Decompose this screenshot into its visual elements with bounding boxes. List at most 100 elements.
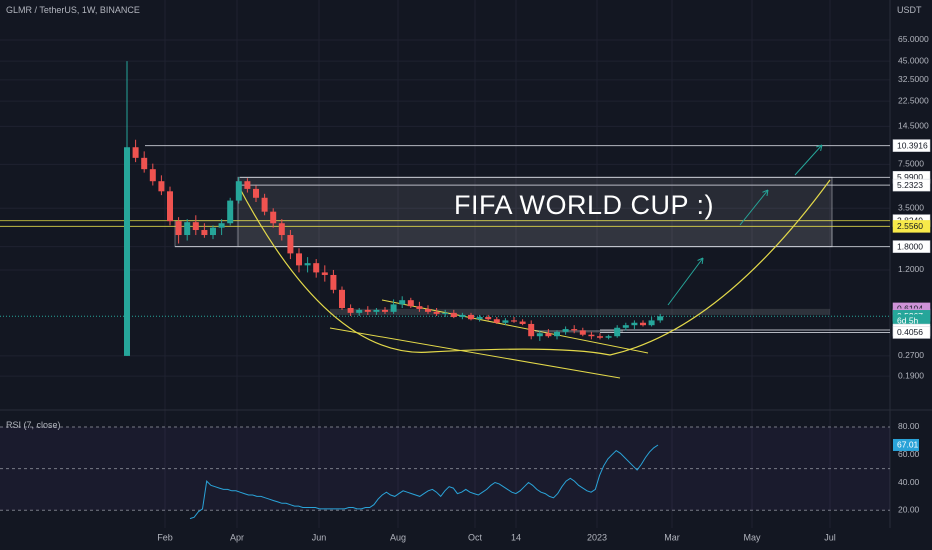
price-tick-label: 14.5000 (898, 121, 929, 131)
chart-annotation: FIFA WORLD CUP :) (454, 190, 715, 220)
price-label: 0.4056 (897, 327, 923, 337)
candle-body (201, 230, 208, 236)
price-tick-label: 45.0000 (898, 55, 929, 65)
target-arrowhead (762, 189, 769, 196)
horizontal-levels (0, 145, 890, 333)
trend-drawings (237, 144, 831, 379)
candle-body (356, 309, 363, 313)
candle-body (536, 333, 543, 337)
price-tick-label: 3.5000 (898, 203, 924, 213)
candle-body (450, 312, 457, 318)
candle-body (192, 222, 199, 231)
support-resistance-zones (174, 176, 833, 315)
candle-body (158, 181, 165, 192)
resistance-zone (237, 176, 833, 248)
currency-label: USDT (897, 5, 922, 15)
rsi-value-label: 67.01 (897, 440, 919, 450)
candle-body (511, 320, 517, 322)
candle-body (373, 309, 380, 312)
rsi-tick-label: 40.00 (898, 477, 920, 487)
candle-body (476, 317, 483, 320)
price-label: 5.9900 (897, 172, 923, 182)
candle-body (657, 316, 664, 321)
candle-body (235, 181, 242, 201)
bottom-range-box (535, 330, 623, 333)
candle-body (614, 327, 621, 337)
candle-body (244, 181, 251, 189)
candle-body (640, 322, 646, 326)
rsi-tick-label: 80.00 (898, 421, 920, 431)
rsi-line (189, 444, 659, 520)
candle-body (493, 319, 500, 323)
price-label-box (892, 220, 931, 233)
candle-body (459, 314, 466, 318)
candle-body (253, 188, 259, 198)
target-arrowhead (697, 257, 704, 265)
candle-body (339, 289, 345, 308)
candle-body (407, 300, 414, 307)
rsi-line-path (189, 444, 659, 520)
candle-body (330, 274, 337, 290)
candle-body (175, 221, 182, 236)
candle-body (519, 321, 526, 324)
price-label-box (892, 139, 931, 152)
candle-body (321, 272, 328, 275)
time-tick-label: Mar (664, 532, 680, 542)
neckline-zone (330, 308, 830, 315)
price-label: 2.5560 (897, 221, 923, 231)
rsi-tick-label: 20.00 (898, 505, 920, 515)
price-label-box (892, 178, 931, 192)
rsi-band (0, 426, 890, 511)
candle-body (261, 197, 268, 212)
candle-body (554, 331, 560, 337)
candle-body (278, 223, 285, 236)
candle-body (141, 157, 148, 170)
candle-body (210, 227, 216, 236)
candle-body (433, 311, 440, 314)
time-tick-label: 2023 (587, 532, 607, 542)
price-tick-label: 32.5000 (898, 74, 929, 84)
rsi-tick-label: 60.00 (898, 449, 920, 459)
price-label-box (892, 326, 931, 339)
candle-body (382, 309, 388, 312)
candle-body (502, 320, 509, 323)
candle-body (597, 336, 603, 338)
candle-body (296, 253, 302, 266)
price-label: 5.2323 (897, 180, 923, 190)
candle-body (588, 334, 595, 337)
price-tick-label: 1.2000 (898, 264, 924, 274)
candle-body (347, 307, 354, 313)
time-tick-label: Oct (468, 532, 483, 542)
candle-body (390, 304, 397, 312)
candle-body (545, 333, 552, 337)
candle-body (562, 329, 569, 332)
price-tick-label: 7.5000 (898, 159, 924, 169)
time-tick-label: Jul (824, 532, 836, 542)
price-axis[interactable]: 65.0000 45.0000 32.5000 22.5000 14.5000 7.500… (892, 34, 931, 515)
candle-body (287, 235, 294, 254)
candle-body (485, 317, 492, 320)
candle-body (579, 330, 586, 335)
candle-body (184, 222, 191, 236)
candle-body (227, 200, 234, 224)
symbol-title[interactable]: GLMR / TetherUS, 1W, BINANCE (6, 5, 140, 15)
target-arrow (739, 189, 769, 226)
price-tick-label: 0.2700 (898, 350, 924, 360)
lower-wedge-line (329, 327, 621, 379)
candle-body (218, 223, 225, 228)
candle-body (313, 263, 320, 273)
target-arrowhead (816, 144, 823, 151)
candle-body (528, 323, 535, 337)
price-tick-label: 22.5000 (898, 95, 929, 105)
rsi-indicator-label[interactable]: RSI (7, close) (6, 420, 61, 430)
price-tick-label: 65.0000 (898, 34, 929, 44)
time-tick-label: Apr (230, 532, 244, 542)
time-tick-label: 14 (511, 532, 521, 542)
candle-body (442, 312, 449, 314)
time-axis[interactable]: Feb Apr Jun Aug Oct 14 2023 Mar May Jul (157, 532, 836, 542)
time-tick-label: Aug (390, 532, 406, 542)
candle-body (270, 211, 277, 224)
candlestick-series[interactable] (124, 61, 664, 356)
rounding-bottom-curve (237, 179, 831, 356)
